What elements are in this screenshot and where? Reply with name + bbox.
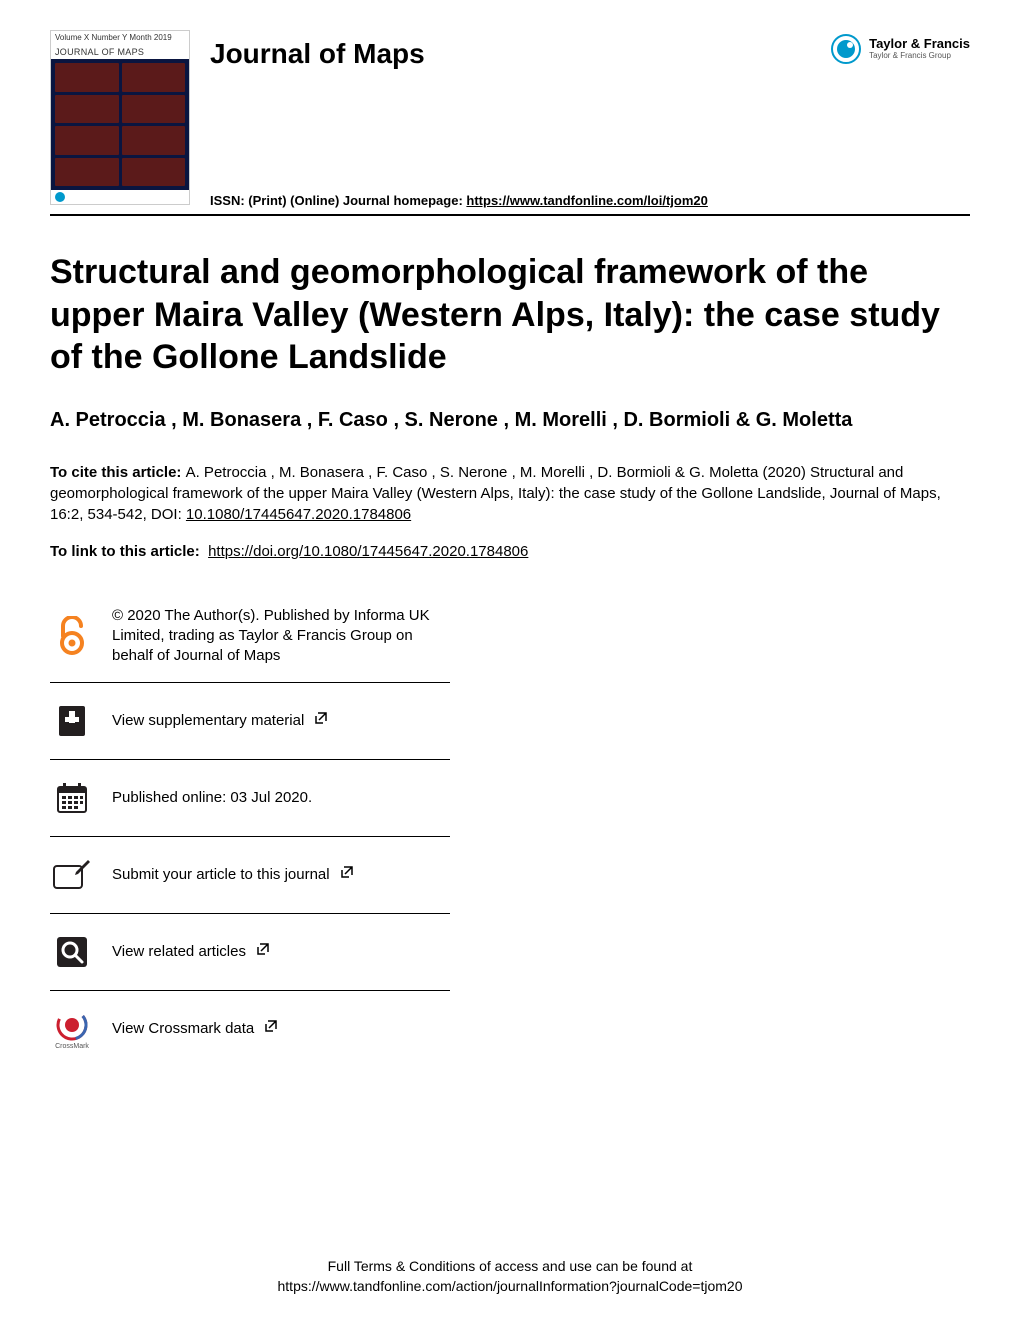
- cover-tile: [122, 95, 186, 124]
- citation-doi-link[interactable]: 10.1080/17445647.2020.1784806: [186, 506, 411, 523]
- published-text: Published online: 03 Jul 2020.: [112, 788, 312, 808]
- calendar-icon: [50, 776, 94, 820]
- cover-tile: [55, 63, 119, 92]
- tf-badge-small-icon: [55, 192, 65, 202]
- crossmark-label: CrossMark: [55, 1043, 89, 1050]
- journal-homepage-link[interactable]: https://www.tandfonline.com/loi/tjom20: [466, 193, 707, 208]
- publisher-name: Taylor & Francis: [869, 37, 970, 51]
- cover-tile: [55, 158, 119, 187]
- header-divider: [50, 214, 970, 216]
- footer-line2: https://www.tandfonline.com/action/journ…: [50, 1277, 970, 1297]
- footer-block: Full Terms & Conditions of access and us…: [50, 1257, 970, 1296]
- citation-block: To cite this article: A. Petroccia , M. …: [50, 462, 970, 525]
- link-label: To link to this article:: [50, 543, 204, 560]
- submit-article-icon: [50, 853, 94, 897]
- cover-footer: [51, 190, 189, 204]
- action-list: © 2020 The Author(s). Published by Infor…: [50, 590, 450, 1068]
- related-row[interactable]: View related articles: [50, 914, 450, 991]
- cover-tile: [122, 158, 186, 187]
- citation-label: To cite this article:: [50, 464, 186, 481]
- journal-title-block: Journal of Maps: [210, 30, 811, 70]
- cover-volume-line: Volume X Number Y Month 2019: [55, 33, 185, 42]
- external-link-icon: [264, 1019, 278, 1039]
- external-link-icon: [314, 711, 328, 731]
- supplementary-text: View supplementary material: [112, 712, 308, 729]
- license-text: © 2020 The Author(s). Published by Infor…: [112, 606, 450, 667]
- crossmark-text: View Crossmark data: [112, 1020, 254, 1037]
- related-link[interactable]: View related articles: [112, 942, 270, 962]
- journal-title: Journal of Maps: [210, 38, 811, 70]
- supplementary-row[interactable]: View supplementary material: [50, 683, 450, 760]
- article-doi-link[interactable]: https://doi.org/10.1080/17445647.2020.17…: [208, 543, 528, 560]
- cover-tile: [122, 63, 186, 92]
- link-line: To link to this article: https://doi.org…: [50, 543, 970, 560]
- related-text: View related articles: [112, 943, 250, 960]
- cover-tile: [55, 126, 119, 155]
- submit-link[interactable]: Submit your article to this journal: [112, 865, 354, 885]
- submit-text: Submit your article to this journal: [112, 866, 334, 883]
- published-row: Published online: 03 Jul 2020.: [50, 760, 450, 837]
- header-row: Volume X Number Y Month 2019 JOURNAL OF …: [50, 30, 970, 205]
- cover-tile: [55, 95, 119, 124]
- cover-header: Volume X Number Y Month 2019 JOURNAL OF …: [51, 31, 189, 59]
- journal-cover-thumbnail[interactable]: Volume X Number Y Month 2019 JOURNAL OF …: [50, 30, 190, 205]
- supplementary-link[interactable]: View supplementary material: [112, 711, 328, 731]
- crossmark-row[interactable]: CrossMark View Crossmark data: [50, 991, 450, 1067]
- publisher-subtitle: Taylor & Francis Group: [869, 52, 970, 61]
- footer-line1: Full Terms & Conditions of access and us…: [50, 1257, 970, 1277]
- article-title: Structural and geomorphological framewor…: [50, 251, 970, 379]
- license-row: © 2020 The Author(s). Published by Infor…: [50, 590, 450, 684]
- crossmark-icon: CrossMark: [50, 1007, 94, 1051]
- article-authors: A. Petroccia , M. Bonasera , F. Caso , S…: [50, 407, 970, 434]
- supplementary-material-icon: [50, 699, 94, 743]
- related-articles-icon: [50, 930, 94, 974]
- external-link-icon: [340, 865, 354, 885]
- tf-logo-icon: [831, 34, 861, 64]
- external-link-icon: [256, 942, 270, 962]
- cover-tile: [122, 126, 186, 155]
- cover-body-grid: [51, 59, 189, 190]
- publisher-logo[interactable]: Taylor & Francis Taylor & Francis Group: [831, 30, 970, 64]
- open-access-icon: [50, 614, 94, 658]
- cover-masthead: JOURNAL OF MAPS: [55, 47, 185, 57]
- submit-row[interactable]: Submit your article to this journal: [50, 837, 450, 914]
- crossmark-link[interactable]: View Crossmark data: [112, 1019, 278, 1039]
- issn-prefix: ISSN: (Print) (Online) Journal homepage:: [210, 193, 466, 208]
- publisher-text: Taylor & Francis Taylor & Francis Group: [869, 37, 970, 60]
- issn-line: ISSN: (Print) (Online) Journal homepage:…: [210, 193, 970, 208]
